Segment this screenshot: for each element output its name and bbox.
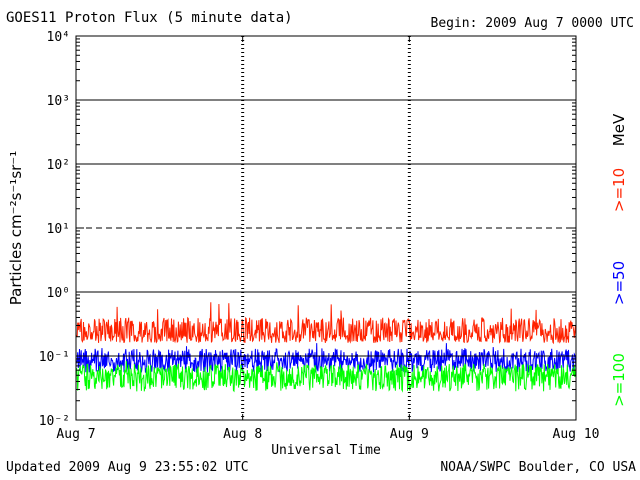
- y-tick-label-6: 10⁻²: [39, 414, 70, 429]
- y-tick-label-3: 10¹: [47, 222, 70, 237]
- x-tick-label-3: Aug 10: [553, 427, 600, 442]
- credit-text: NOAA/SWPC Boulder, CO USA: [440, 460, 636, 475]
- begin-time: Begin: 2009 Aug 7 0000 UTC: [430, 16, 635, 31]
- y-tick-label-1: 10³: [47, 94, 70, 109]
- legend-label-1: >=10: [610, 168, 628, 212]
- series-line-2: [75, 360, 577, 393]
- x-tick-label-1: Aug 8: [223, 427, 262, 442]
- y-tick-label-5: 10⁻¹: [39, 350, 70, 365]
- y-axis-title: Particles cm⁻²s⁻¹sr⁻¹: [7, 151, 25, 305]
- y-tick-label-2: 10²: [47, 158, 70, 173]
- y-tick-label-0: 10⁴: [47, 30, 70, 45]
- y-tick-label-4: 10⁰: [47, 286, 70, 301]
- legend-label-3: >=100: [610, 353, 628, 407]
- series-line-0: [75, 302, 577, 345]
- x-axis-title: Universal Time: [271, 443, 381, 458]
- updated-timestamp: Updated 2009 Aug 9 23:55:02 UTC: [6, 460, 249, 475]
- x-tick-label-2: Aug 9: [390, 427, 429, 442]
- legend-label-2: >=50: [610, 261, 628, 305]
- series-line-1: [75, 343, 577, 373]
- x-tick-label-0: Aug 7: [56, 427, 95, 442]
- chart-title: GOES11 Proton Flux (5 minute data): [6, 10, 293, 26]
- legend-label-0: MeV: [610, 113, 628, 146]
